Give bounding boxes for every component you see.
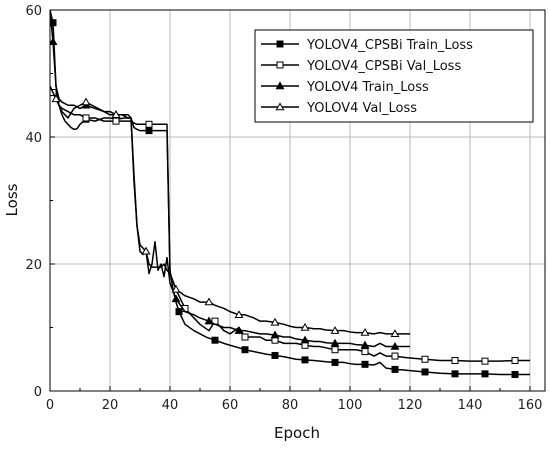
data-point (241, 346, 249, 354)
x-tick-label: 20 (102, 398, 119, 413)
legend-item: YOLOV4_CPSBi Train_Loss (261, 38, 473, 53)
data-point (145, 127, 153, 135)
legend-marker (276, 61, 284, 69)
data-point (451, 357, 459, 365)
legend-label: YOLOV4_CPSBi Train_Loss (306, 38, 473, 53)
data-point (331, 358, 339, 366)
legend-marker (276, 40, 284, 48)
data-point (391, 352, 399, 360)
series-line (50, 85, 530, 362)
data-point (451, 370, 459, 378)
y-axis-title: Loss (3, 183, 21, 216)
legend-item: YOLOV4 Train_Loss (261, 80, 429, 95)
data-point (141, 246, 151, 255)
data-point (234, 326, 244, 334)
data-point (50, 37, 58, 45)
legend-marker (275, 102, 285, 111)
series-1 (50, 85, 530, 365)
data-point (421, 368, 429, 376)
data-point (361, 348, 369, 356)
data-point (234, 310, 244, 318)
legend-marker (275, 81, 285, 90)
data-point (50, 19, 57, 27)
x-tick-label: 120 (398, 398, 423, 413)
data-point (271, 351, 279, 359)
data-point (421, 355, 429, 363)
x-tick-label: 100 (338, 398, 363, 413)
data-point (360, 340, 370, 349)
data-point (360, 327, 370, 336)
data-point (112, 117, 120, 125)
legend-label: YOLOV4 Val_Loss (306, 101, 417, 116)
data-point (270, 317, 280, 326)
data-point (204, 297, 214, 306)
data-point (171, 284, 181, 293)
axis-ticks: 0 20 40 60 80 100 120 140 160 0 20 40 60 (25, 4, 542, 413)
data-point (361, 360, 369, 368)
x-axis-title: Epoch (274, 424, 320, 442)
data-point (145, 120, 153, 128)
data-point (481, 357, 489, 365)
data-point (391, 365, 399, 373)
legend: YOLOV4_CPSBi Train_Loss YOLOV4_CPSBi Val_… (254, 29, 534, 123)
x-tick-label: 160 (518, 398, 543, 413)
y-tick-label: 20 (25, 258, 42, 273)
x-tick-label: 80 (282, 398, 299, 413)
legend-item: YOLOV4_CPSBi Val_Loss (261, 59, 461, 74)
data-point (300, 322, 310, 331)
data-point (300, 335, 310, 344)
y-tick-label: 60 (25, 4, 42, 19)
data-point (82, 114, 90, 122)
data-point (171, 294, 181, 303)
x-tick-label: 0 (46, 398, 54, 413)
y-tick-label: 0 (34, 385, 42, 400)
data-point (111, 110, 121, 118)
data-point (175, 308, 183, 316)
x-tick-label: 60 (222, 398, 239, 413)
data-point (301, 356, 309, 364)
y-tick-label: 40 (25, 131, 42, 146)
series-line (50, 10, 530, 376)
data-point (211, 336, 219, 344)
data-point (390, 341, 400, 350)
x-tick-label: 40 (162, 398, 179, 413)
series-3 (50, 85, 410, 338)
x-tick-label: 140 (458, 398, 483, 413)
data-point (331, 346, 339, 354)
legend-label: YOLOV4_CPSBi Val_Loss (306, 59, 461, 74)
data-point (51, 94, 61, 103)
data-point (330, 338, 340, 347)
data-point (511, 370, 519, 378)
legend-label: YOLOV4 Train_Loss (306, 80, 429, 95)
data-point (241, 333, 249, 341)
legend-item: YOLOV4 Val_Loss (261, 101, 417, 116)
data-point (481, 370, 489, 378)
data-point (330, 326, 340, 334)
data-point (270, 330, 280, 339)
data-point (81, 97, 91, 106)
data-point (204, 316, 214, 325)
plot-series (50, 10, 530, 378)
legend-box (254, 29, 534, 123)
data-point (390, 329, 400, 338)
data-point (511, 357, 519, 365)
